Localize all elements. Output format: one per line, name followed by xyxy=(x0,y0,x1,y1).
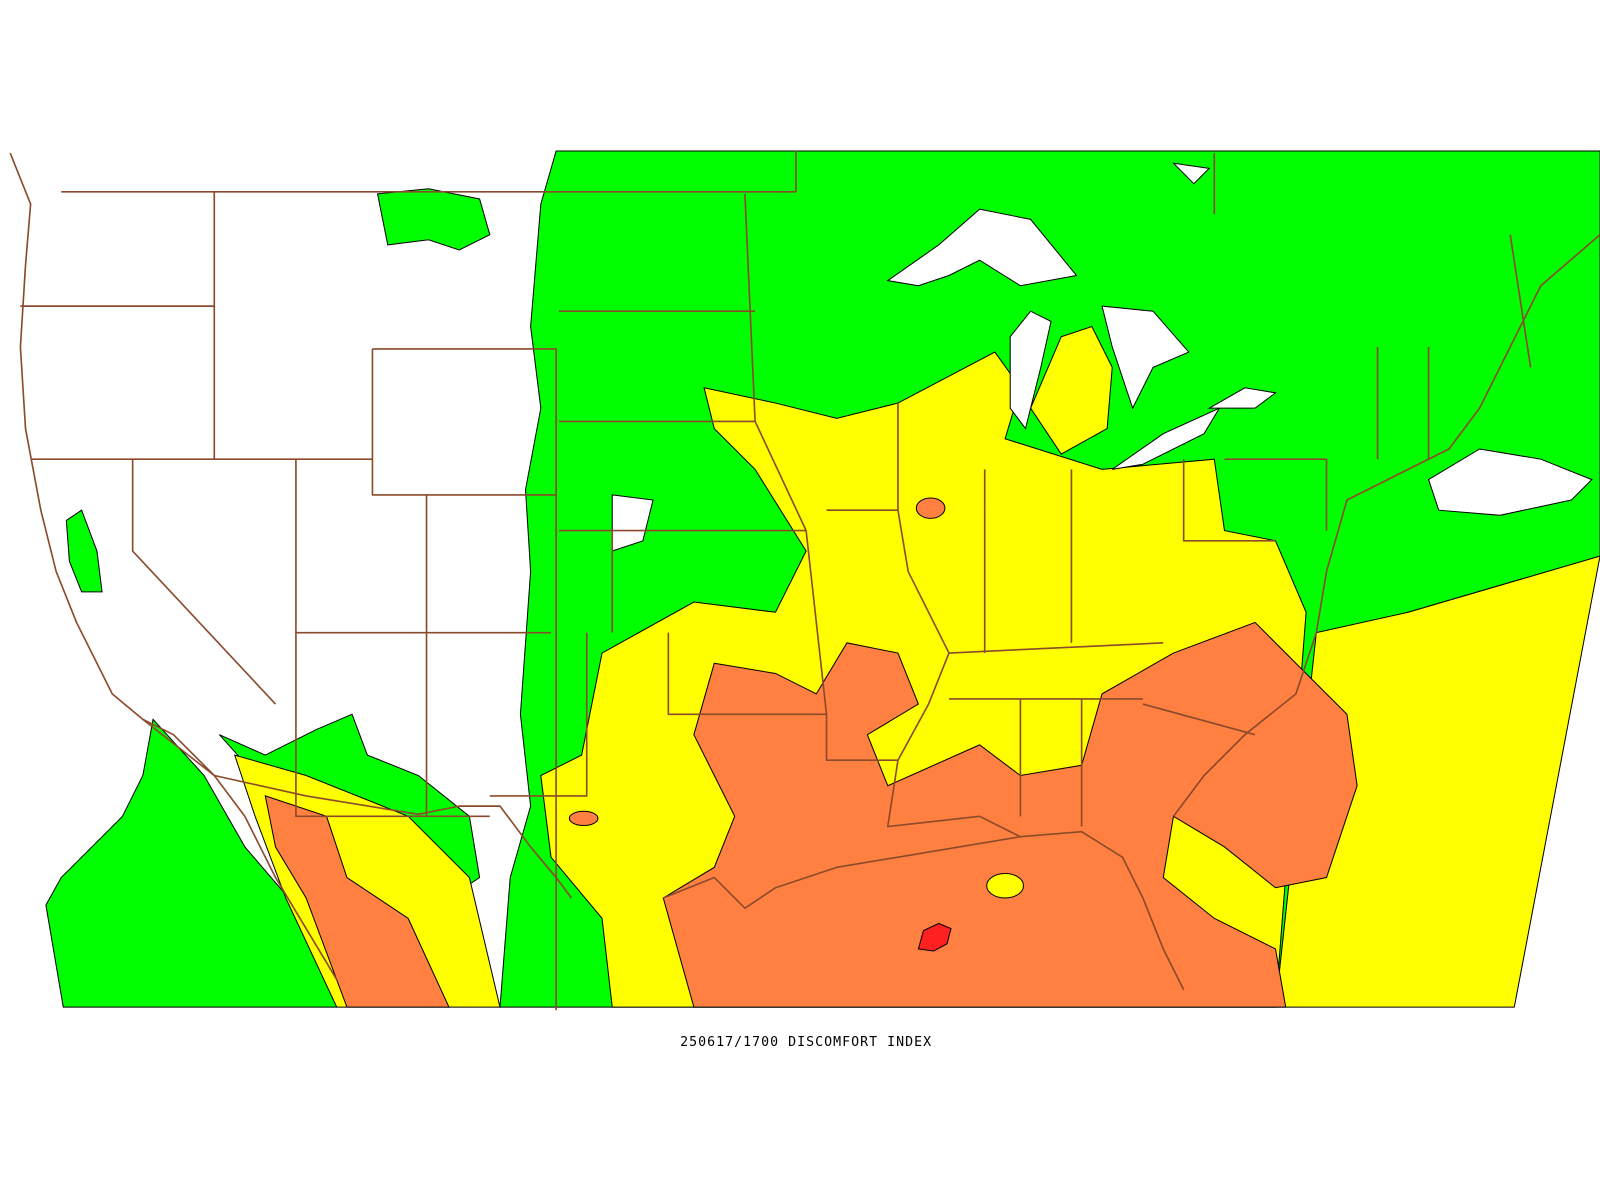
yellow-zone-ocean xyxy=(1274,555,1600,1008)
orange-zone xyxy=(662,621,1358,1008)
lake-erie xyxy=(1111,407,1221,470)
atlantic-white xyxy=(1427,448,1593,516)
red-spot xyxy=(917,922,952,952)
orange-spot xyxy=(915,497,946,519)
map-field xyxy=(45,150,1600,1008)
green-gap xyxy=(1172,162,1211,185)
orange-spot xyxy=(568,810,599,827)
state-lines xyxy=(20,151,1532,1011)
gulf-coast xyxy=(662,830,1185,991)
yellow-zone-michigan xyxy=(1030,325,1113,455)
atlantic-coast xyxy=(1172,234,1600,817)
lake-ontario xyxy=(1207,387,1277,409)
lake-superior xyxy=(886,208,1078,287)
map-caption: 250617/1700 DISCOMFORT INDEX xyxy=(680,1035,932,1050)
green-blob xyxy=(65,509,103,593)
lake-michigan xyxy=(1009,310,1052,430)
green-blob xyxy=(376,188,491,251)
borders xyxy=(9,151,1600,1011)
green-zone-west xyxy=(45,718,338,1008)
orange-zone-mexico xyxy=(264,795,450,1008)
mexico-border xyxy=(142,718,573,899)
yellow-spot xyxy=(986,872,1024,899)
lake-huron xyxy=(1101,305,1190,410)
